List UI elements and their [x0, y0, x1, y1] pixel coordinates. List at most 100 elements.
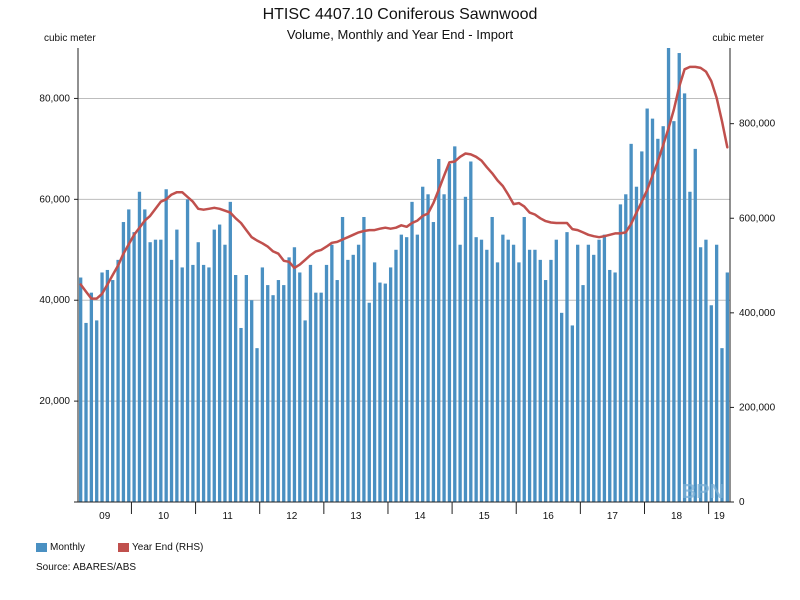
bar-monthly [597, 239, 601, 502]
bar-monthly [458, 244, 462, 502]
x-axis-year-label: 18 [671, 511, 683, 522]
bar-monthly [100, 272, 104, 502]
bar-monthly [586, 244, 591, 502]
bar-monthly [271, 295, 275, 502]
bar-monthly [559, 312, 564, 502]
bar-monthly [634, 186, 639, 502]
bar-monthly [415, 234, 420, 502]
bar-monthly [362, 216, 366, 502]
right-axis-tick-label: 0 [739, 497, 745, 508]
bar-monthly [661, 126, 665, 502]
bar-monthly [330, 244, 334, 502]
bar-monthly [169, 259, 174, 502]
bar-monthly [485, 249, 489, 502]
bar-monthly [688, 191, 692, 502]
bar-monthly [250, 300, 254, 502]
bar-monthly [340, 216, 345, 502]
bar-monthly [84, 322, 88, 502]
bar-monthly [132, 232, 136, 502]
bar-monthly [244, 275, 249, 502]
bar-monthly [672, 121, 676, 503]
bar-monthly [463, 196, 468, 503]
bar-monthly [495, 262, 500, 502]
bar-monthly [287, 257, 291, 502]
bar-monthly [223, 244, 227, 502]
bar-monthly [180, 267, 184, 502]
bar-monthly [191, 264, 195, 502]
left-axis-unit-label: cubic meter [44, 33, 96, 44]
bar-monthly [522, 216, 526, 502]
bar-monthly [490, 216, 494, 502]
bar-monthly [292, 247, 297, 502]
bar-monthly [410, 201, 414, 502]
bar-monthly [725, 272, 729, 502]
bar-monthly [469, 161, 473, 502]
right-axis-tick-label: 600,000 [739, 213, 776, 224]
legend-item-monthly: Monthly [36, 542, 85, 553]
bar-monthly [570, 325, 575, 502]
bar-monthly [399, 234, 403, 502]
legend-swatch-monthly [36, 543, 47, 552]
bar-monthly [116, 259, 120, 502]
x-axis-year-label: 09 [99, 511, 111, 522]
bar-monthly [351, 254, 355, 502]
x-axis-year-label: 19 [714, 511, 726, 522]
bar-monthly [640, 151, 644, 502]
bar-monthly [308, 264, 313, 502]
bar-monthly [143, 209, 147, 502]
bar-monthly [121, 222, 126, 503]
bar-monthly [720, 348, 724, 502]
bar-monthly [89, 292, 94, 502]
right-axis-tick-label: 800,000 [739, 119, 776, 130]
left-axis-tick-label: 80,000 [39, 93, 70, 104]
bar-monthly [276, 280, 281, 502]
right-axis-unit-label: cubic meter [712, 33, 764, 44]
bar-monthly [576, 244, 580, 502]
bar-monthly [95, 320, 99, 502]
x-axis-year-label: 13 [350, 511, 362, 522]
bar-monthly [260, 267, 265, 502]
bar-monthly [698, 247, 703, 502]
bar-monthly [709, 305, 713, 502]
bar-monthly [159, 239, 163, 502]
bar-monthly [501, 234, 505, 502]
bar-monthly [677, 53, 681, 503]
bar-monthly [479, 239, 484, 502]
bar-monthly [554, 239, 558, 502]
chart-title: HTISC 4407.10 Coniferous Sawnwood [262, 6, 538, 23]
bar-monthly [602, 234, 607, 502]
bar-monthly [282, 285, 286, 502]
legend-item-year-end: Year End (RHS) [118, 542, 203, 553]
bar-monthly [127, 209, 131, 502]
bar-monthly [426, 194, 430, 503]
x-axis-year-label: 17 [607, 511, 619, 522]
bar-monthly [533, 249, 537, 502]
x-axis-year-label: 14 [414, 511, 426, 522]
bar-monthly [437, 158, 441, 502]
bar-monthly [405, 237, 409, 502]
bar-monthly [175, 229, 179, 502]
line-year-end [79, 65, 729, 300]
bar-monthly [356, 244, 361, 502]
bar-monthly [613, 272, 617, 502]
chart-subtitle: Volume, Monthly and Year End - Import [286, 27, 514, 42]
bar-monthly [196, 242, 200, 502]
bar-monthly [543, 280, 548, 502]
bar-monthly [228, 201, 232, 502]
bar-monthly [431, 222, 436, 503]
bar-monthly [255, 348, 259, 502]
source-note: Source: ABARES/ABS [36, 562, 137, 573]
bar-monthly [324, 264, 329, 502]
bar-monthly [378, 282, 382, 502]
bar-monthly [79, 277, 83, 502]
bar-monthly [314, 292, 318, 502]
bar-monthly [105, 269, 110, 502]
x-axis-year-label: 11 [222, 511, 233, 522]
bar-monthly [372, 262, 377, 502]
bar-monthly [148, 242, 152, 502]
bar-monthly [714, 244, 719, 502]
bar-monthly [608, 269, 612, 502]
bar-monthly [645, 108, 649, 503]
bar-monthly [453, 146, 457, 502]
